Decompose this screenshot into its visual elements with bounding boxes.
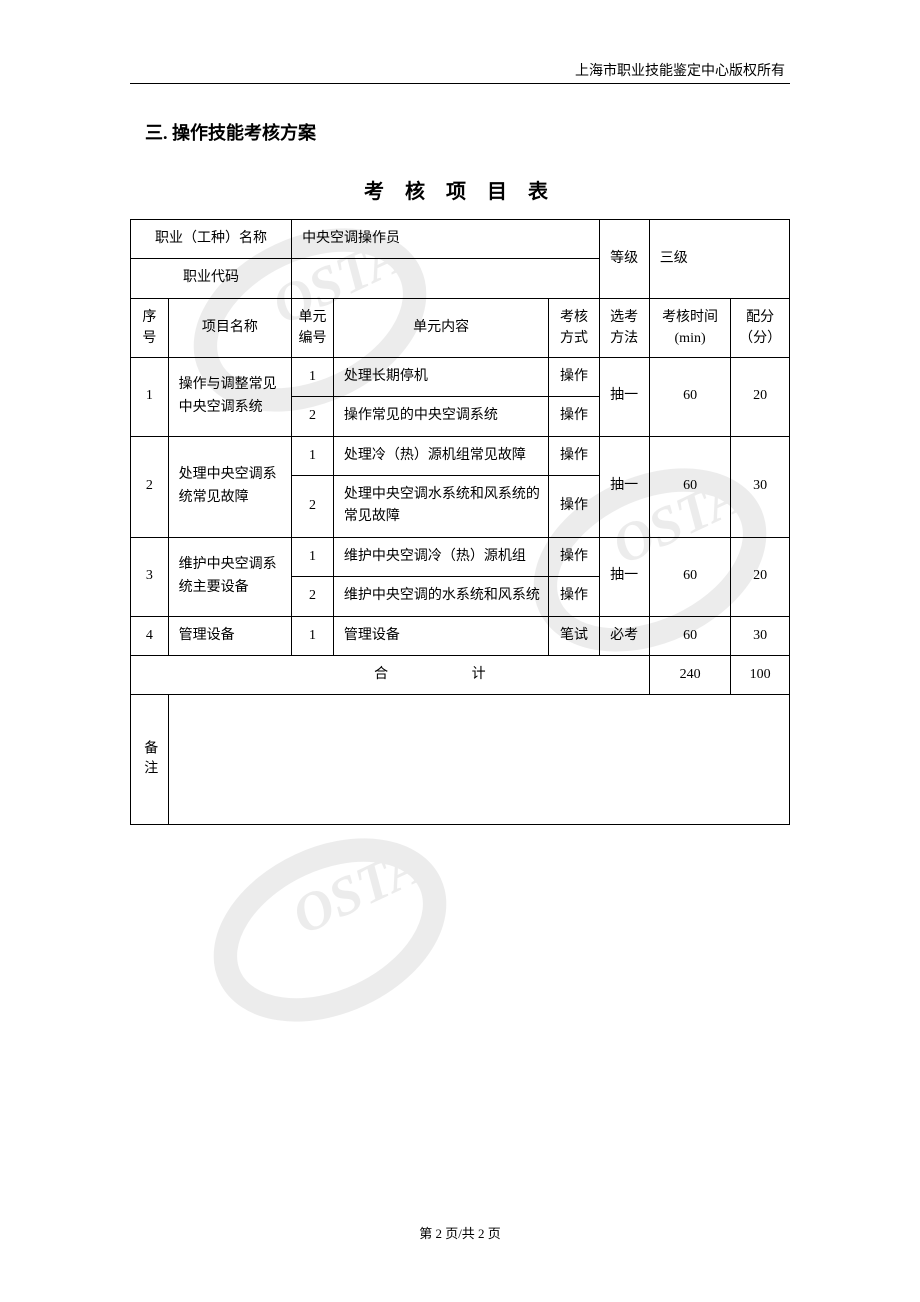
seq-cell: 3 bbox=[131, 537, 169, 616]
col-score: 配分（分） bbox=[731, 298, 790, 357]
project-cell: 维护中央空调系统主要设备 bbox=[168, 537, 291, 616]
method-cell: 操作 bbox=[549, 577, 599, 616]
col-project: 项目名称 bbox=[168, 298, 291, 357]
watermark-icon: OSTA bbox=[200, 800, 460, 1060]
select-cell: 必考 bbox=[599, 616, 649, 655]
page-footer: 第 2 页/共 2 页 bbox=[0, 1223, 920, 1242]
code-value bbox=[292, 259, 600, 298]
totals-row: 合 计 240 100 bbox=[131, 655, 790, 694]
score-cell: 30 bbox=[731, 616, 790, 655]
col-unit-no: 单元编号 bbox=[292, 298, 334, 357]
method-cell: 操作 bbox=[549, 397, 599, 436]
assessment-table: 职业（工种）名称 中央空调操作员 等级 三级 职业代码 序号 项目名称 单元编号… bbox=[130, 219, 790, 825]
time-cell: 60 bbox=[649, 537, 731, 616]
unit-no-cell: 2 bbox=[292, 577, 334, 616]
time-cell: 60 bbox=[649, 616, 731, 655]
seq-cell: 1 bbox=[131, 357, 169, 436]
table-row: 2 处理中央空调系统常见故障 1 处理冷（热）源机组常见故障 操作 抽一 60 … bbox=[131, 436, 790, 475]
totals-time: 240 bbox=[649, 655, 731, 694]
project-cell: 管理设备 bbox=[168, 616, 291, 655]
method-cell: 操作 bbox=[549, 436, 599, 475]
project-cell: 处理中央空调系统常见故障 bbox=[168, 436, 291, 537]
section-heading: 三. 操作技能考核方案 bbox=[130, 119, 790, 145]
seq-cell: 4 bbox=[131, 616, 169, 655]
method-cell: 笔试 bbox=[549, 616, 599, 655]
unit-content-cell: 处理冷（热）源机组常见故障 bbox=[333, 436, 548, 475]
unit-no-cell: 1 bbox=[292, 616, 334, 655]
time-cell: 60 bbox=[649, 357, 731, 436]
unit-content-cell: 处理长期停机 bbox=[333, 357, 548, 396]
unit-content-cell: 处理中央空调水系统和风系统的常见故障 bbox=[333, 475, 548, 537]
table-row: 1 操作与调整常见中央空调系统 1 处理长期停机 操作 抽一 60 20 bbox=[131, 357, 790, 396]
method-cell: 操作 bbox=[549, 475, 599, 537]
method-cell: 操作 bbox=[549, 537, 599, 576]
totals-score: 100 bbox=[731, 655, 790, 694]
col-select: 选考方法 bbox=[599, 298, 649, 357]
unit-content-cell: 维护中央空调冷（热）源机组 bbox=[333, 537, 548, 576]
table-row: 4 管理设备 1 管理设备 笔试 必考 60 30 bbox=[131, 616, 790, 655]
occupation-label: 职业（工种）名称 bbox=[131, 220, 292, 259]
level-label: 等级 bbox=[599, 220, 649, 299]
level-value: 三级 bbox=[649, 220, 789, 299]
table-row: 职业（工种）名称 中央空调操作员 等级 三级 bbox=[131, 220, 790, 259]
table-row: 3 维护中央空调系统主要设备 1 维护中央空调冷（热）源机组 操作 抽一 60 … bbox=[131, 537, 790, 576]
svg-text:OSTA: OSTA bbox=[283, 833, 433, 946]
score-cell: 20 bbox=[731, 537, 790, 616]
col-method: 考核方式 bbox=[549, 298, 599, 357]
time-cell: 60 bbox=[649, 436, 731, 537]
occupation-value: 中央空调操作员 bbox=[292, 220, 600, 259]
unit-no-cell: 1 bbox=[292, 436, 334, 475]
method-cell: 操作 bbox=[549, 357, 599, 396]
code-label: 职业代码 bbox=[131, 259, 292, 298]
remarks-content bbox=[168, 695, 789, 825]
select-cell: 抽一 bbox=[599, 537, 649, 616]
unit-content-cell: 管理设备 bbox=[333, 616, 548, 655]
unit-content-cell: 操作常见的中央空调系统 bbox=[333, 397, 548, 436]
score-cell: 30 bbox=[731, 436, 790, 537]
unit-no-cell: 1 bbox=[292, 537, 334, 576]
totals-label: 合 计 bbox=[131, 655, 650, 694]
header-copyright: 上海市职业技能鉴定中心版权所有 bbox=[130, 60, 790, 80]
col-unit-content: 单元内容 bbox=[333, 298, 548, 357]
table-header-row: 序号 项目名称 单元编号 单元内容 考核方式 选考方法 考核时间(min) 配分… bbox=[131, 298, 790, 357]
unit-no-cell: 2 bbox=[292, 475, 334, 537]
select-cell: 抽一 bbox=[599, 436, 649, 537]
score-cell: 20 bbox=[731, 357, 790, 436]
select-cell: 抽一 bbox=[599, 357, 649, 436]
table-title: 考 核 项 目 表 bbox=[130, 175, 790, 204]
unit-no-cell: 1 bbox=[292, 357, 334, 396]
header-divider bbox=[130, 83, 790, 84]
remarks-label: 备注 bbox=[131, 695, 169, 825]
col-seq: 序号 bbox=[131, 298, 169, 357]
unit-content-cell: 维护中央空调的水系统和风系统 bbox=[333, 577, 548, 616]
unit-no-cell: 2 bbox=[292, 397, 334, 436]
remarks-row: 备注 bbox=[131, 695, 790, 825]
col-time: 考核时间(min) bbox=[649, 298, 731, 357]
seq-cell: 2 bbox=[131, 436, 169, 537]
project-cell: 操作与调整常见中央空调系统 bbox=[168, 357, 291, 436]
